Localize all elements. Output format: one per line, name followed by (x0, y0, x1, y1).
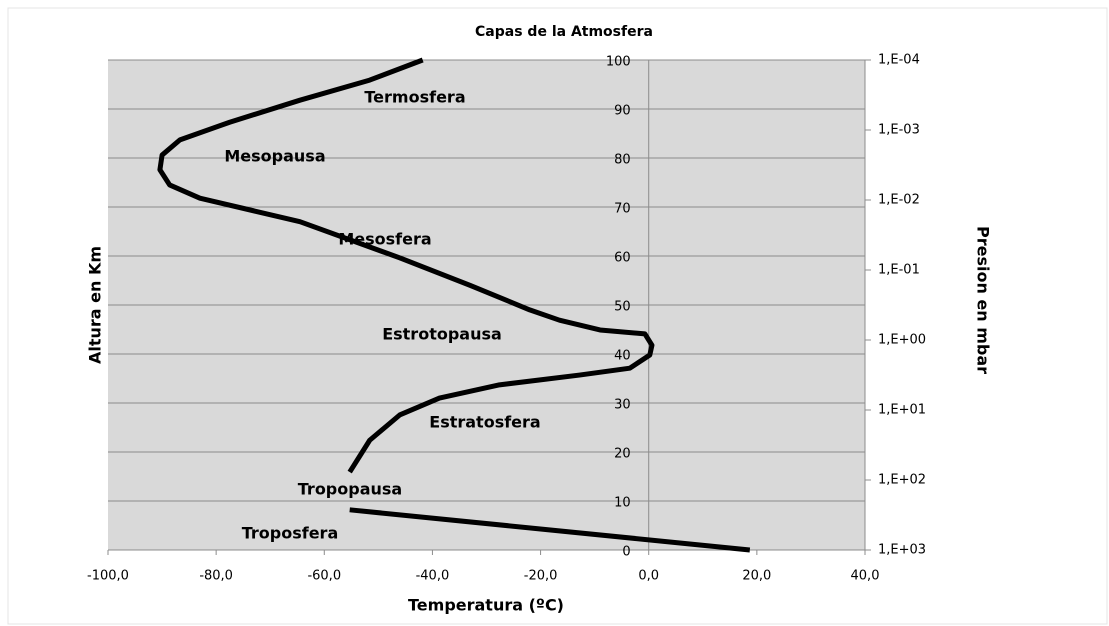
y2-tick-label: 1,E-03 (878, 123, 920, 138)
y2-axis-title: Presion en mbar (974, 226, 993, 374)
x-tick-label: -20,0 (524, 569, 558, 584)
y2-tick-label: 1,E+01 (878, 403, 926, 418)
x-tick-label: -100,0 (87, 569, 129, 584)
x-tick-label: 40,0 (851, 569, 880, 584)
x-tick-label: -80,0 (199, 569, 233, 584)
y-tick-label: 30 (614, 398, 631, 413)
x-tick-label: 20,0 (742, 569, 771, 584)
y-tick-label: 10 (614, 496, 631, 511)
frame (7, 7, 1108, 625)
y-tick-label: 40 (614, 349, 631, 364)
y-tick-label: 90 (614, 104, 631, 119)
y2-tick-label: 1,E-04 (878, 53, 920, 68)
y-tick-label: 0 (622, 545, 630, 560)
annotation: Estratosfera (429, 413, 540, 432)
y-tick-label: 80 (614, 153, 631, 168)
x-axis-title: Temperatura (ºC) (408, 596, 564, 615)
x-tick-label: -40,0 (416, 569, 450, 584)
y-tick-label: 60 (614, 251, 631, 266)
annotation: Tropopausa (298, 480, 402, 499)
y2-tick-label: 1,E+02 (878, 473, 926, 488)
annotation: Estrotopausa (382, 325, 502, 344)
annotation: Termosfera (364, 88, 465, 107)
chart-title: Capas de la Atmosfera (475, 24, 653, 40)
y-tick-label: 20 (614, 447, 631, 462)
data-line (157, 57, 751, 553)
annotation: Troposfera (242, 524, 339, 543)
x-tick-label: 0,0 (638, 569, 659, 584)
y-tick-label: 100 (606, 55, 631, 70)
y-tick-label: 50 (614, 300, 631, 315)
annotation: Mesopausa (224, 147, 325, 166)
y-tick-label: 70 (614, 202, 631, 217)
y2-tick-label: 1,E-01 (878, 263, 920, 278)
annotation: Mesosfera (338, 230, 431, 249)
y2-tick-label: 1,E+03 (878, 543, 926, 558)
y-axis-title: Altura en Km (86, 246, 105, 364)
y2-tick-label: 1,E+00 (878, 333, 926, 348)
x-tick-label: -60,0 (307, 569, 341, 584)
y2-tick-label: 1,E-02 (878, 193, 920, 208)
